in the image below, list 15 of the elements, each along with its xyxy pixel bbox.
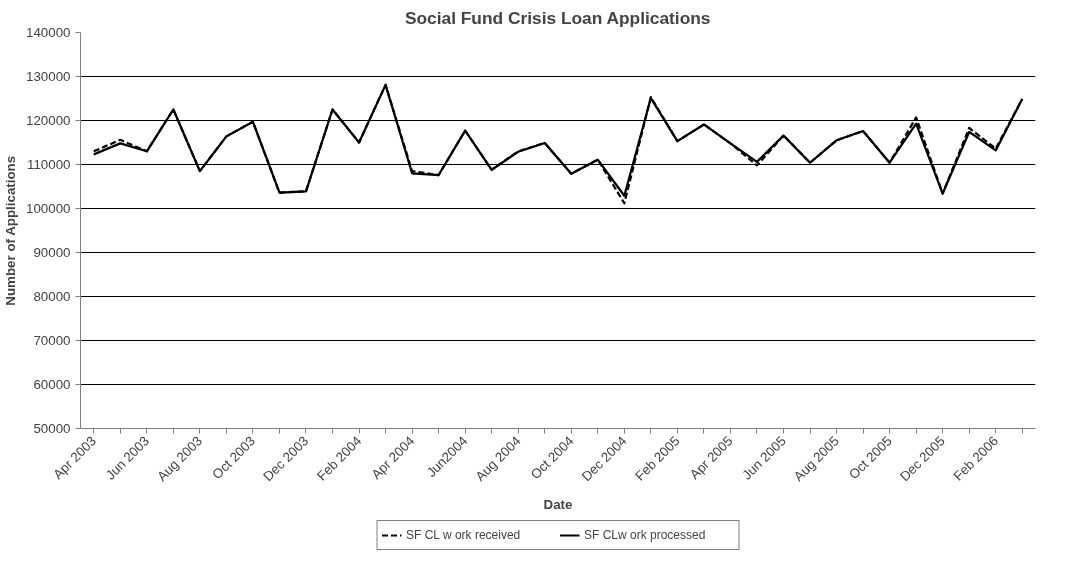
- chart-title: Social Fund Crisis Loan Applications: [404, 7, 711, 28]
- y-tick-label: 140000: [26, 25, 71, 40]
- y-tick-label: 90000: [33, 245, 71, 260]
- y-tick-label: 120000: [26, 113, 71, 128]
- x-axis-title: Date: [543, 497, 573, 513]
- y-tick-label: 50000: [33, 421, 71, 436]
- y-tick-label: 80000: [33, 289, 71, 304]
- y-tick-label: 130000: [26, 69, 71, 84]
- y-axis-title: Number of Applications: [3, 155, 19, 306]
- y-tick-label: 110000: [27, 157, 71, 172]
- y-tick-label: 100000: [26, 201, 71, 216]
- y-tick-label: 70000: [33, 333, 71, 348]
- legend-label: SF CL w ork received: [406, 528, 522, 542]
- y-tick-label: 60000: [33, 377, 71, 392]
- legend-label: SF CLw ork processed: [584, 528, 707, 542]
